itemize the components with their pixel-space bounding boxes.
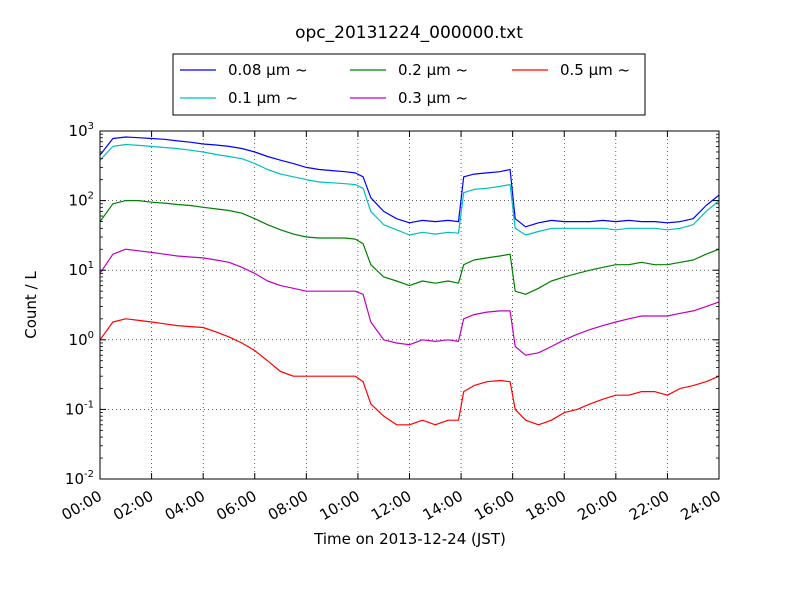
series-line-3 — [99, 248, 720, 356]
legend: 0.08 μm ~ 0.1 μm ~ 0.2 μm ~ 0.3 μm ~ 0.5 μm … — [172, 53, 646, 116]
series-layer — [99, 136, 720, 426]
y-tick-label: 10-2 — [65, 469, 94, 488]
y-tick-label: 101 — [69, 260, 94, 279]
legend-label: 0.1 μm ~ — [228, 89, 298, 107]
legend-label: 0.08 μm ~ — [228, 61, 308, 79]
series-line-4 — [99, 318, 720, 426]
y-tick-label: 100 — [69, 330, 94, 349]
series-line-2 — [99, 200, 720, 295]
x-axis-label: Time on 2013-12-24 (JST) — [313, 530, 506, 548]
series-line-1 — [99, 143, 720, 236]
series-line-0 — [99, 136, 720, 228]
y-axis-label: Count / L — [22, 271, 40, 339]
y-tick-label: 103 — [69, 121, 94, 140]
y-tick-label: 102 — [69, 191, 94, 210]
legend-frame — [172, 53, 646, 116]
legend-label: 0.5 μm ~ — [560, 61, 630, 79]
y-tick-label: 10-1 — [65, 399, 94, 418]
chart-title: opc_20131224_000000.txt — [295, 23, 523, 43]
legend-label: 0.3 μm ~ — [398, 89, 468, 107]
legend-label: 0.2 μm ~ — [398, 61, 468, 79]
